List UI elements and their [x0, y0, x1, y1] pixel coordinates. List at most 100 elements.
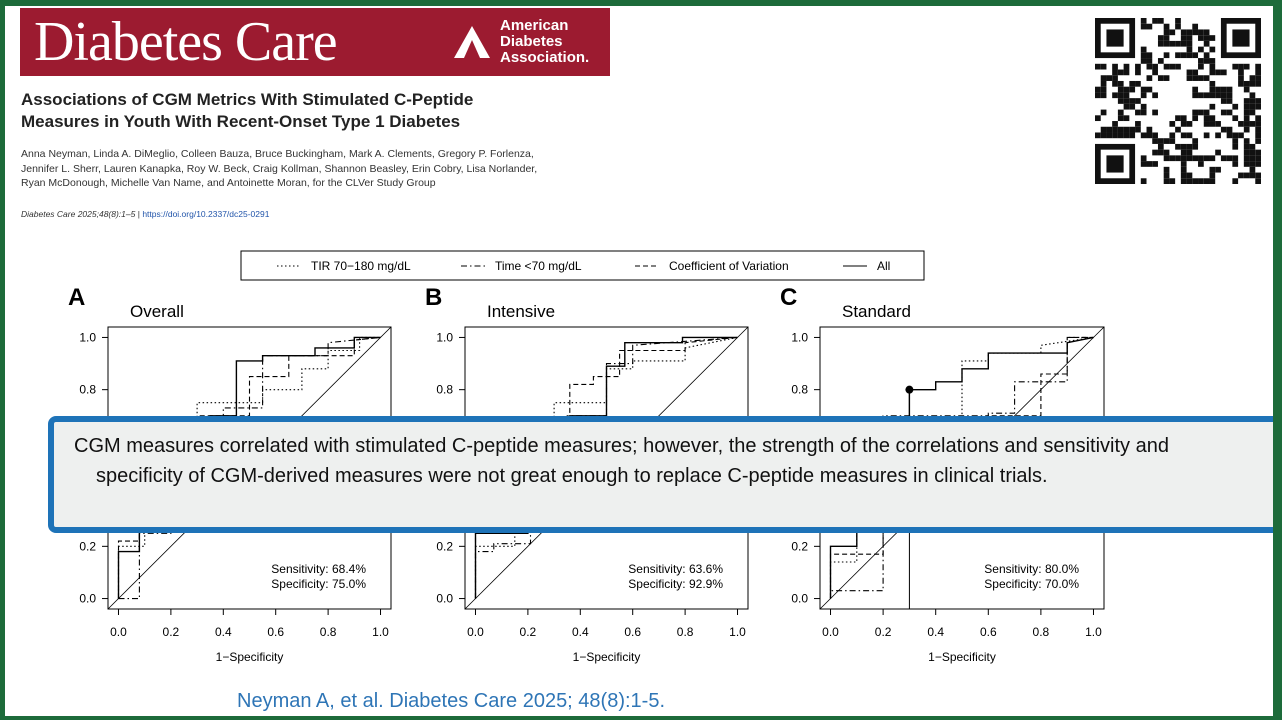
qr-cell	[1169, 155, 1176, 162]
qr-cell	[1100, 126, 1107, 133]
qr-cell	[1095, 92, 1101, 99]
qr-cell	[1186, 143, 1193, 150]
qr-cell	[1169, 40, 1176, 47]
qr-cell	[1157, 75, 1164, 81]
roc-chart: C Standard 1−Specificity 0.0 0.2 0.4 0.6 0.8 1.0…	[780, 284, 1105, 664]
qr-cell	[1163, 178, 1170, 184]
qr-cell	[1163, 149, 1170, 156]
qr-cell	[1180, 121, 1187, 127]
y-tick-label: 0.2	[436, 539, 453, 553]
qr-cell	[1123, 115, 1130, 122]
metric-annotation: Sensitivity: 68.4%	[271, 562, 366, 576]
x-tick-label: 0.0	[467, 625, 484, 639]
qr-cell	[1203, 29, 1210, 36]
qr-cell	[1123, 98, 1130, 104]
qr-cell	[1163, 166, 1170, 173]
qr-cell	[1209, 63, 1216, 70]
qr-cell	[1180, 149, 1187, 156]
qr-cell	[1249, 80, 1256, 87]
qr-cell	[1157, 138, 1164, 144]
qr-cell	[1140, 92, 1147, 99]
y-tick-label: 0.0	[791, 592, 808, 606]
qr-finder	[1106, 155, 1124, 173]
x-tick-label: 0.2	[520, 625, 537, 639]
qr-cell	[1238, 63, 1244, 70]
qr-cell	[1192, 29, 1199, 36]
qr-cell	[1169, 132, 1176, 139]
qr-cell	[1203, 121, 1210, 127]
roc-curve	[117, 336, 381, 599]
title-line: Measures in Youth With Recent-Onset Type…	[21, 112, 461, 131]
panel-label: B	[425, 284, 442, 311]
qr-cell	[1249, 166, 1256, 173]
qr-cell	[1238, 69, 1244, 76]
qr-cell	[1140, 86, 1147, 93]
qr-cell	[1255, 178, 1261, 184]
x-axis-label: 1−Specificity	[928, 650, 996, 664]
qr-cell	[1238, 172, 1244, 179]
qr-cell	[1220, 69, 1227, 76]
x-axis-label: 1−Specificity	[216, 650, 284, 664]
qr-cell	[1175, 115, 1181, 122]
qr-cell	[1255, 69, 1261, 76]
qr-cell	[1129, 103, 1136, 110]
qr-cell	[1152, 109, 1158, 116]
y-tick-label: 0.0	[79, 592, 96, 606]
qr-cell	[1152, 132, 1158, 139]
y-tick-label: 1.0	[79, 330, 96, 344]
qr-cell	[1232, 161, 1239, 167]
qr-cell	[1209, 80, 1216, 87]
qr-cell	[1209, 103, 1216, 110]
qr-cell	[1198, 46, 1204, 53]
qr-cell	[1146, 161, 1153, 167]
qr-cell	[1255, 121, 1261, 127]
qr-cell	[1192, 69, 1199, 76]
citation-doi[interactable]: https://doi.org/10.2337/dc25-0291	[142, 209, 270, 219]
qr-cell	[1152, 161, 1158, 167]
qr-cell	[1215, 121, 1221, 127]
x-tick-label: 0.4	[927, 625, 944, 639]
qr-cell	[1198, 155, 1204, 162]
qr-cell	[1220, 86, 1227, 93]
qr-cell	[1255, 63, 1261, 70]
qr-cell	[1157, 149, 1164, 156]
qr-cell	[1226, 92, 1233, 99]
publisher: American Diabetes Association.	[500, 18, 589, 66]
qr-cell	[1220, 126, 1227, 133]
metric-annotation: Sensitivity: 63.6%	[628, 562, 723, 576]
qr-cell	[1192, 52, 1199, 59]
qr-cell	[1209, 155, 1216, 162]
x-tick-label: 1.0	[372, 625, 389, 639]
qr-cell	[1186, 132, 1193, 139]
qr-cell	[1255, 80, 1261, 87]
slide: TIR 70−180 mg/dL Time <70 mg/dL Coefficien…	[5, 6, 1273, 716]
legend-label: Coefficient of Variation	[669, 259, 789, 273]
qr-cell	[1135, 121, 1141, 127]
qr-cell	[1100, 109, 1107, 116]
metric-annotation: Specificity: 75.0%	[271, 577, 366, 591]
qr-cell	[1243, 149, 1250, 156]
qr-cell	[1209, 172, 1216, 179]
qr-finder	[1095, 18, 1136, 59]
qr-cell	[1095, 115, 1101, 122]
qr-cell	[1175, 143, 1181, 150]
qr-cell	[1157, 40, 1164, 47]
qr-cell	[1243, 109, 1250, 116]
qr-cell	[1123, 103, 1130, 110]
qr-cell	[1157, 35, 1164, 41]
qr-cell	[1192, 86, 1199, 93]
qr-cell	[1157, 143, 1164, 150]
qr-cell	[1163, 63, 1170, 70]
qr-cell	[1198, 161, 1204, 167]
panel-title: Intensive	[487, 302, 555, 321]
x-tick-label: 0.6	[267, 625, 284, 639]
qr-cell	[1255, 161, 1261, 167]
qr-cell	[1186, 40, 1193, 47]
qr-cell	[1249, 143, 1256, 150]
qr-cell	[1238, 132, 1244, 139]
qr-cell	[1220, 155, 1227, 162]
qr-cell	[1129, 132, 1136, 139]
qr-cell	[1192, 92, 1199, 99]
qr-cell	[1243, 126, 1250, 133]
